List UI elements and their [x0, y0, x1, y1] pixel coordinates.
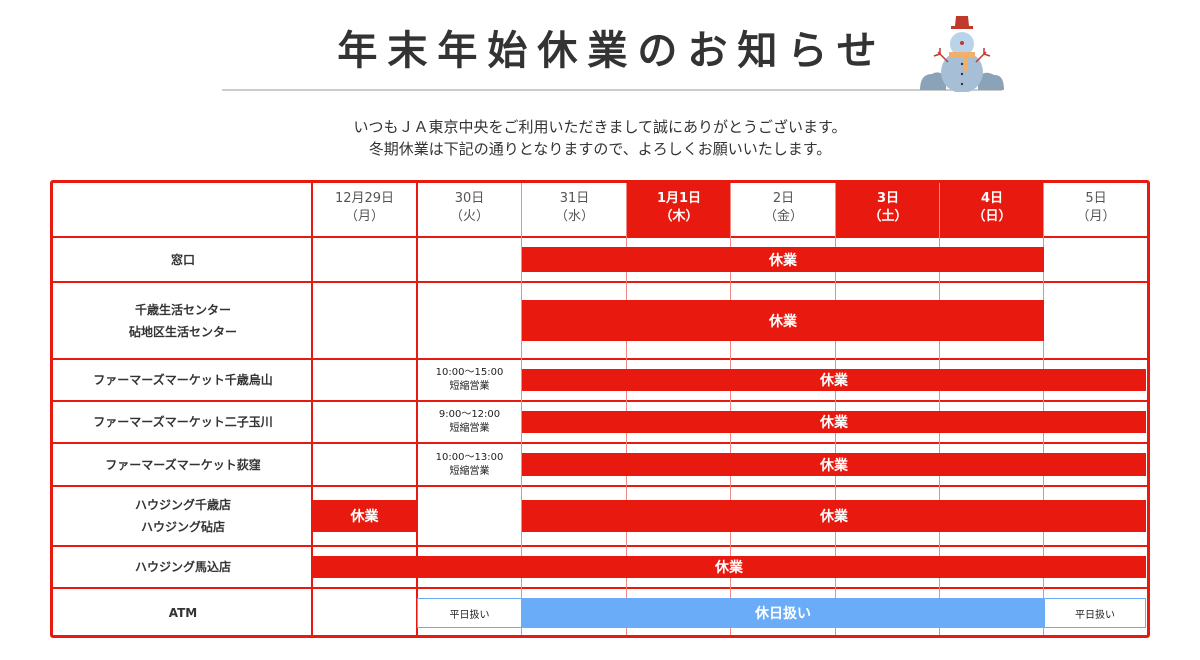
column-header-6: 4日 （日）	[940, 183, 1044, 237]
row-label-line: ファーマーズマーケット荻窪	[105, 457, 261, 472]
short-hours-note: 10:00～13:00 短縮営業	[417, 451, 522, 479]
column-date: 31日	[559, 191, 590, 206]
row-label-line: ファーマーズマーケット二子玉川	[93, 415, 273, 429]
closed-bar: 休業	[312, 556, 1146, 578]
row-label-line: ファーマーズマーケット千歳烏山	[93, 373, 273, 387]
holiday-schedule-table: 12月29日 （月） 30日 （火） 31日 （水） 1月1日 （木） 2日 （金） 3日 （土） 4日…	[50, 180, 1150, 638]
column-divider	[521, 183, 522, 635]
closed-bar: 休業	[522, 369, 1146, 391]
row-divider	[53, 485, 1147, 487]
snowman-icon	[920, 16, 1004, 92]
short-hours-note: 9:00～12:00 短縮営業	[417, 408, 522, 436]
row-label-line: ハウジング砧店	[140, 520, 225, 534]
row-label-line: ATM	[168, 606, 198, 620]
closed-bar: 休業	[522, 411, 1146, 433]
row-label-line: 砧地区生活センター	[128, 324, 237, 339]
column-weekday: （日）	[972, 209, 1012, 224]
atm-weekday-cell: 平日扱い	[1044, 598, 1146, 628]
note-time: 10:00～15:00	[435, 367, 504, 378]
row-label: 千歳生活センター 砧地区生活センター	[53, 282, 313, 359]
atm-holiday-bar: 休日扱い	[522, 598, 1044, 628]
row-divider	[53, 281, 1147, 283]
row-label: 窓口	[53, 237, 313, 282]
intro-line-2: 冬期休業は下記の通りとなりますので、よろしくお願いいたします。	[368, 140, 832, 158]
column-header-7: 5日 （月）	[1044, 183, 1148, 237]
row-label: ハウジング馬込店	[53, 546, 313, 588]
column-divider	[835, 183, 836, 635]
column-weekday: （火）	[449, 209, 489, 224]
row-divider	[53, 358, 1147, 360]
row-label-line: ハウジング馬込店	[134, 560, 231, 574]
note-text: 短縮営業	[449, 423, 490, 434]
column-date: 1月1日	[656, 191, 702, 206]
column-header-0: 12月29日 （月）	[312, 183, 417, 237]
title-underline	[222, 89, 1002, 91]
column-header-3: 1月1日 （木）	[627, 183, 731, 237]
note-text: 短縮営業	[449, 381, 490, 392]
column-divider	[730, 183, 731, 635]
column-header-1: 30日 （火）	[417, 183, 522, 237]
column-date: 30日	[454, 191, 485, 206]
closed-bar: 休業	[522, 453, 1146, 476]
note-text: 短縮営業	[449, 465, 490, 477]
row-label-line: 千歳生活センター	[134, 302, 231, 317]
column-date: 2日	[772, 191, 795, 206]
column-weekday: （月）	[1076, 209, 1116, 224]
column-divider	[311, 183, 313, 635]
column-date: 4日	[980, 191, 1004, 206]
column-weekday: （金）	[763, 209, 803, 224]
closed-bar: 休業	[522, 247, 1044, 272]
column-weekday: （土）	[868, 209, 908, 224]
column-header-4: 2日 （金）	[731, 183, 836, 237]
row-label: ファーマーズマーケット荻窪	[53, 443, 313, 486]
column-date: 3日	[876, 191, 900, 206]
page-title: 年末年始休業のお知らせ	[337, 28, 887, 74]
row-divider	[53, 442, 1147, 444]
column-date: 5日	[1085, 191, 1107, 206]
row-label: ファーマーズマーケット二子玉川	[53, 401, 313, 443]
column-divider	[1043, 183, 1044, 635]
intro-line-1: いつもＪＡ東京中央をご利用いただきまして誠にありがとうございます。	[353, 118, 847, 136]
column-date: 12月29日	[334, 191, 395, 206]
note-time: 10:00～13:00	[435, 451, 504, 463]
column-weekday: （水）	[554, 209, 594, 224]
atm-weekday-cell: 平日扱い	[417, 598, 522, 628]
closed-bar: 休業	[522, 500, 1146, 532]
row-divider	[53, 587, 1147, 589]
closed-bar: 休業	[312, 500, 417, 532]
column-divider	[626, 183, 627, 635]
short-hours-note: 10:00～15:00 短縮営業	[417, 366, 522, 394]
column-divider	[939, 183, 940, 635]
row-divider	[53, 545, 1147, 547]
column-header-2: 31日 （水）	[522, 183, 627, 237]
row-label-line: 窓口	[170, 252, 195, 267]
row-label: ハウジング千歳店 ハウジング砧店	[53, 486, 313, 546]
closed-bar: 休業	[522, 300, 1044, 341]
column-divider	[416, 183, 418, 635]
column-weekday: （木）	[659, 209, 699, 224]
row-divider	[53, 400, 1147, 402]
column-weekday: （月）	[344, 209, 384, 224]
row-label-line: ハウジング千歳店	[134, 498, 231, 512]
row-label: ファーマーズマーケット千歳烏山	[53, 359, 313, 401]
row-label: ATM	[53, 588, 313, 638]
column-header-5: 3日 （土）	[836, 183, 940, 237]
note-time: 9:00～12:00	[438, 409, 501, 420]
row-divider	[53, 236, 1147, 238]
